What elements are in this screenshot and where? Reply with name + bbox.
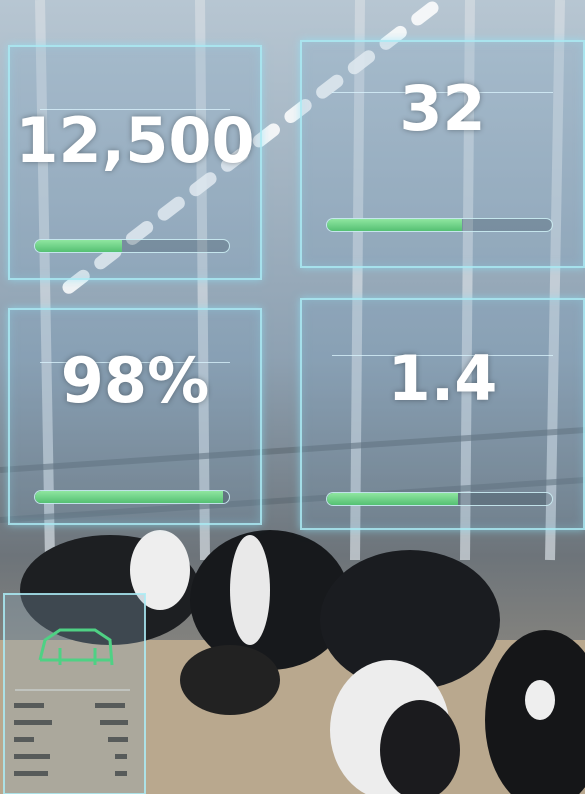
progress-track (34, 239, 230, 253)
progress-fill (35, 491, 223, 503)
mini-panel (4, 594, 145, 794)
metric-value: 32 (302, 72, 583, 145)
progress-track (34, 490, 230, 504)
metric-panel: 98% (8, 308, 262, 525)
metric-value: 98% (10, 344, 260, 417)
progress-track (326, 218, 553, 232)
metric-panel: 1.4 (300, 298, 585, 530)
metric-value: 12,500 (10, 104, 260, 177)
progress-fill (327, 219, 462, 231)
progress-track (326, 492, 553, 506)
metric-panel: 32 (300, 40, 585, 268)
page: {"panels": [ {"value": "12,500", "progre… (0, 0, 585, 794)
progress-fill (327, 493, 458, 505)
metric-panel: 12,500 (8, 45, 262, 280)
metric-value: 1.4 (302, 342, 583, 415)
progress-fill (35, 240, 122, 252)
screen: 12,5003298%1.4 (() => { const data = JSO… (0, 0, 585, 794)
